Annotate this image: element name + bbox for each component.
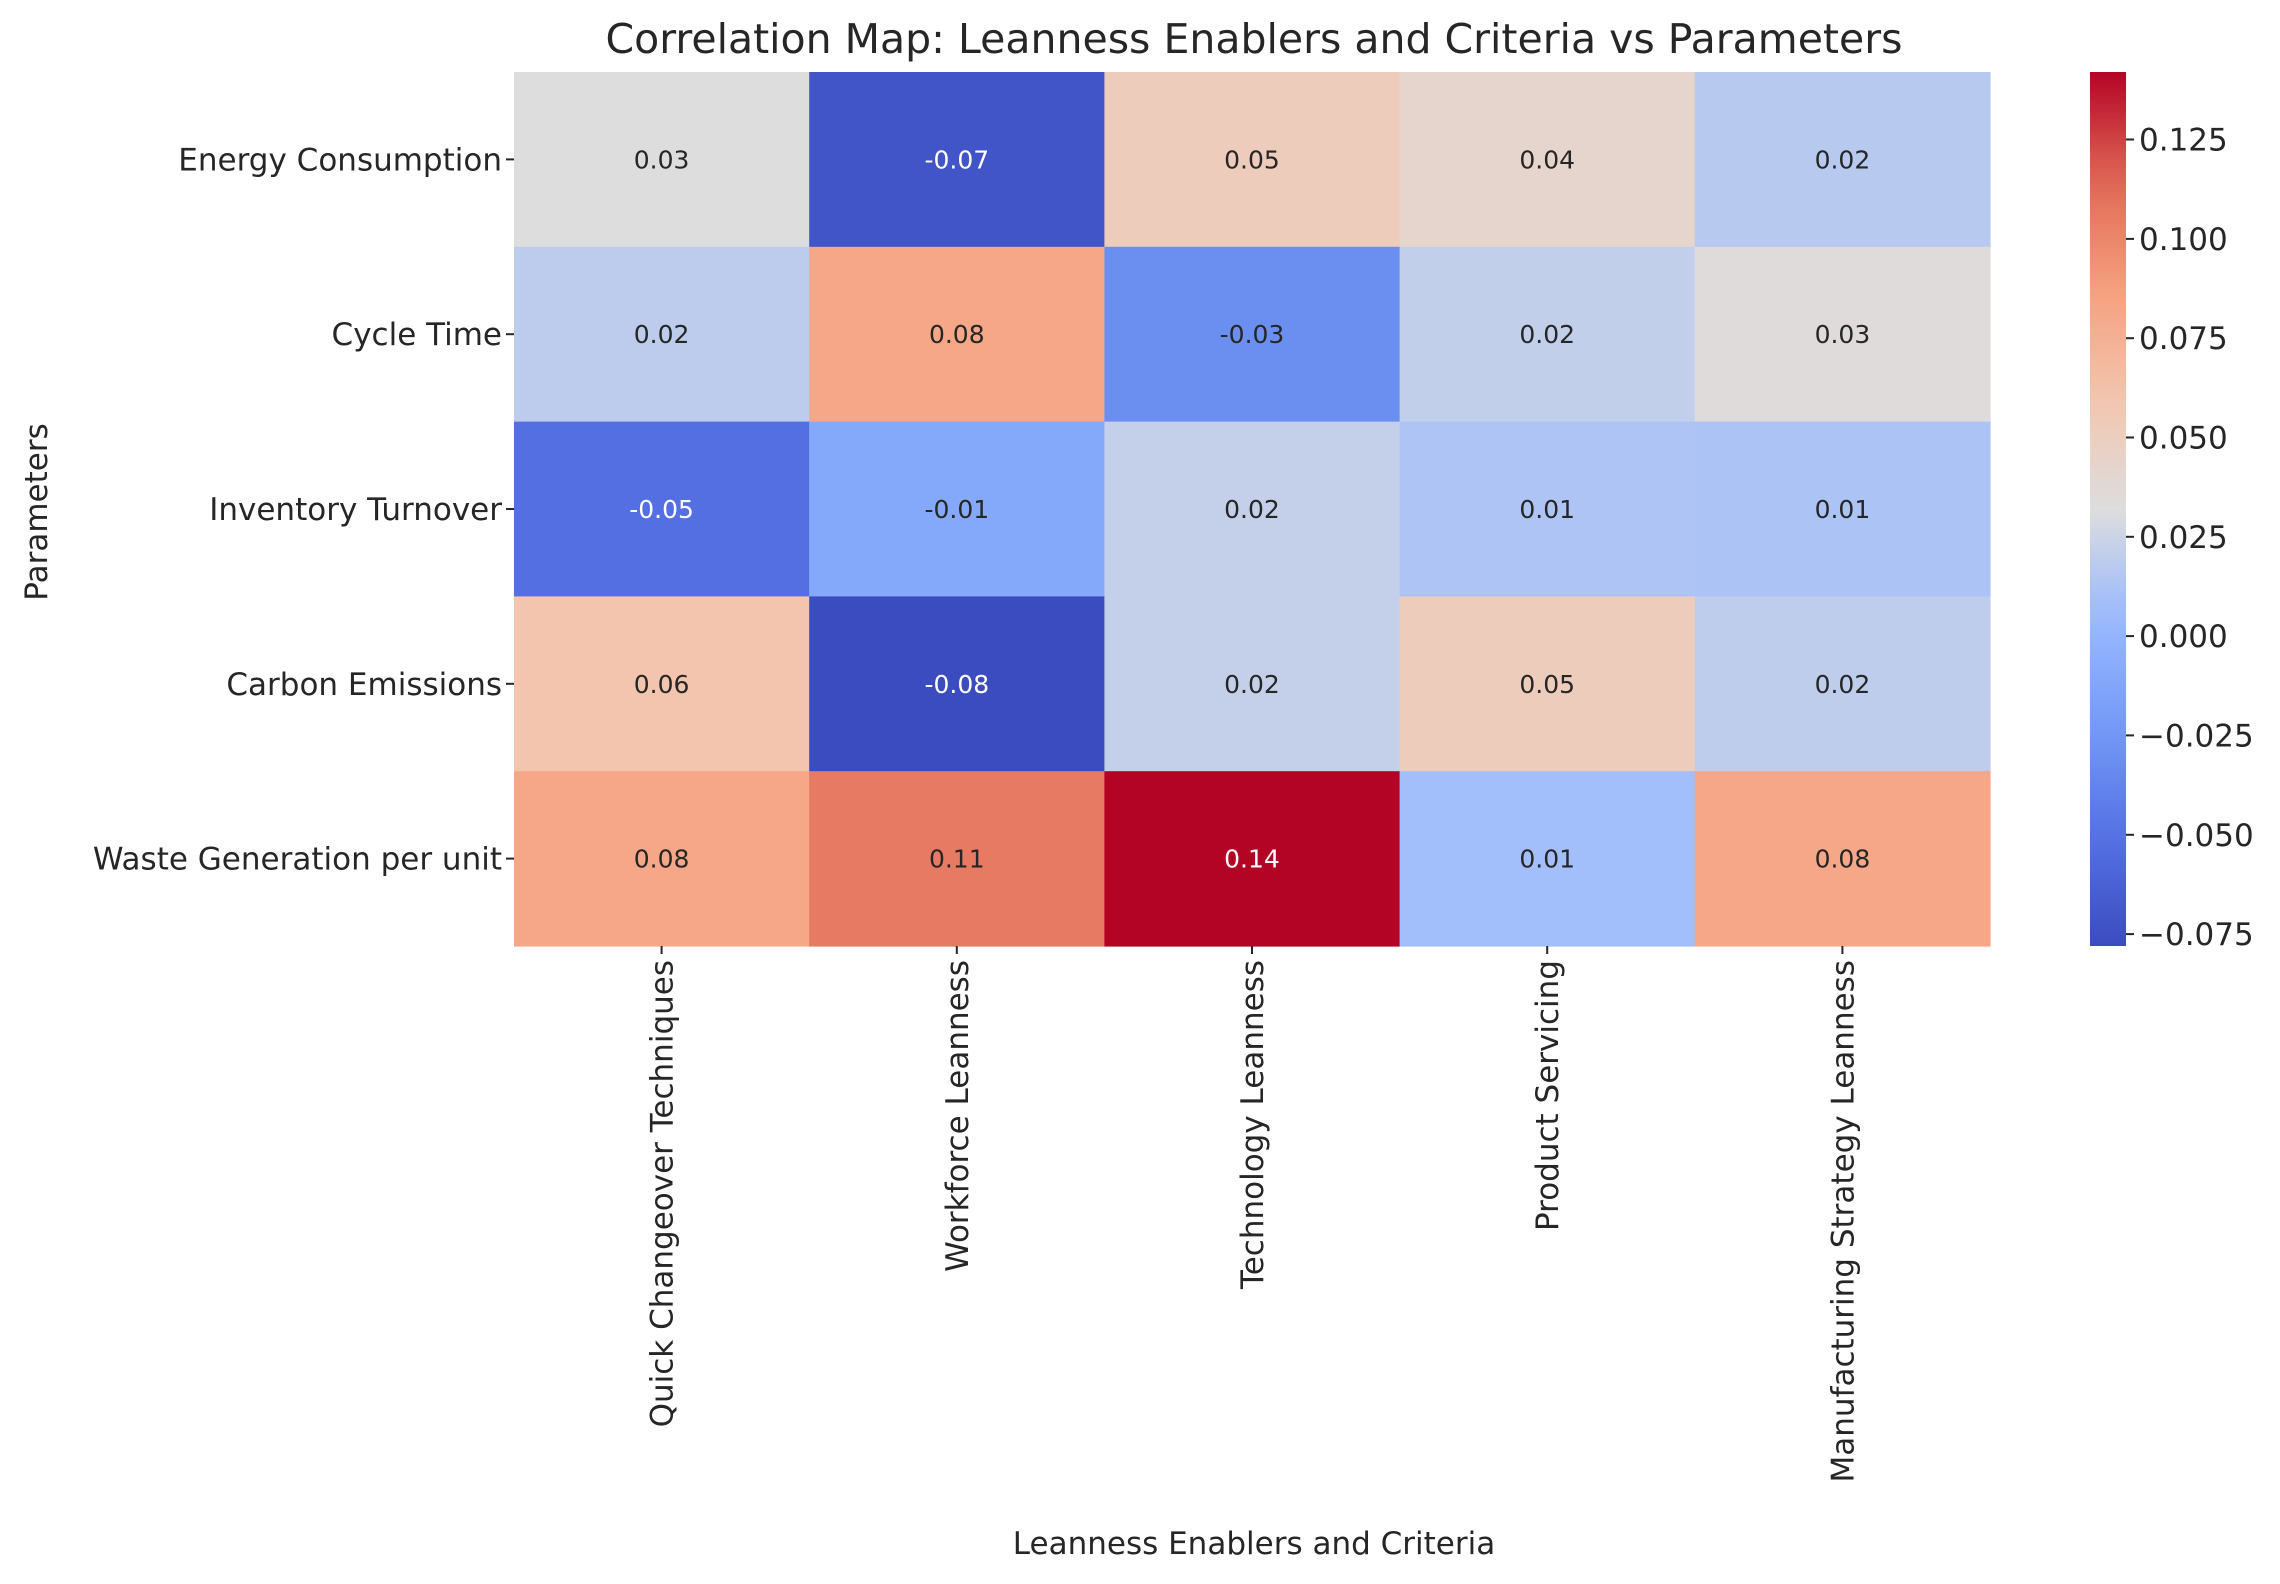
heatmap-cell <box>1104 771 1401 947</box>
heatmap-cell <box>1104 246 1401 423</box>
heatmap-cell <box>1694 771 1991 947</box>
heatmap-cell-label: 0.05 <box>1224 145 1280 174</box>
heatmap-cell-label: 0.05 <box>1519 670 1575 699</box>
heatmap-cell-label: 0.08 <box>634 845 690 874</box>
heatmap-cell-label: 0.02 <box>1224 670 1280 699</box>
heatmap-cell-label: 0.02 <box>1815 145 1871 174</box>
heatmap-cell <box>809 421 1105 597</box>
heatmap-cell-label: 0.08 <box>929 320 985 349</box>
colorbar-tick-label: 0.050 <box>2139 421 2228 457</box>
x-tick-labels: Quick Changeover Techniques Workforce Lea… <box>645 946 1861 1482</box>
heatmap-cell-label: 0.14 <box>1224 845 1280 874</box>
y-tick-label: Waste Generation per unit <box>93 842 502 878</box>
heatmap-cell-label: -0.03 <box>1220 320 1285 349</box>
heatmap-cell <box>1399 72 1696 248</box>
heatmap-cell-label: 0.01 <box>1519 495 1575 524</box>
heatmap-cell <box>1694 246 1991 423</box>
x-tick-label: Quick Changeover Techniques <box>645 960 681 1427</box>
heatmap-cell <box>809 72 1105 248</box>
heatmap-cell-label: 0.11 <box>929 845 985 874</box>
heatmap-cell-label: 0.03 <box>1815 320 1871 349</box>
y-tick-label: Carbon Emissions <box>226 667 502 703</box>
heatmap-cell <box>1399 246 1696 423</box>
colorbar <box>2090 72 2126 946</box>
y-tick-label: Inventory Turnover <box>209 492 502 528</box>
heatmap-cell <box>514 771 810 947</box>
heatmap-cell-labels: 0.03 -0.07 0.05 0.04 0.02 0.02 0.08 -0.03 0.02 0.… <box>629 145 1870 873</box>
colorbar-tick-label: 0.025 <box>2139 520 2228 556</box>
colorbar-tick-label: 0.000 <box>2139 619 2228 655</box>
heatmap-cell <box>1104 421 1401 597</box>
heatmap-cell <box>1694 72 1991 248</box>
heatmap-cell <box>514 246 810 423</box>
heatmap-cells <box>514 72 1991 947</box>
x-tick-label: Workforce Leanness <box>940 960 976 1272</box>
heatmap-cell-label: -0.05 <box>629 495 694 524</box>
heatmap-cell-label: 0.06 <box>634 670 690 699</box>
heatmap-cell-label: 0.04 <box>1519 145 1575 174</box>
heatmap-cell <box>1399 421 1696 597</box>
colorbar-ticks: −0.075 −0.050 −0.025 0.000 0.025 0.050 0.075 0.… <box>2126 123 2254 953</box>
heatmap-cell-label: 0.02 <box>1519 320 1575 349</box>
x-tick-label: Technology Leanness <box>1235 960 1271 1290</box>
heatmap-cell-label: 0.02 <box>1224 495 1280 524</box>
y-tick-label: Energy Consumption <box>178 142 502 178</box>
colorbar-tick-label: −0.050 <box>2139 818 2254 854</box>
y-tick-label: Cycle Time <box>332 317 502 353</box>
colorbar-tick-label: 0.125 <box>2139 123 2228 159</box>
heatmap-cell-label: 0.02 <box>634 320 690 349</box>
heatmap-cell-label: 0.01 <box>1519 845 1575 874</box>
heatmap-cell-label: -0.07 <box>924 145 989 174</box>
x-tick-label: Product Servicing <box>1530 960 1566 1231</box>
heatmap-cell-label: -0.01 <box>924 495 989 524</box>
heatmap-cell <box>809 246 1105 423</box>
colorbar-tick-label: −0.025 <box>2139 718 2254 754</box>
x-axis-label: Leanness Enablers and Criteria <box>1013 1526 1495 1562</box>
heatmap-cell <box>1694 421 1991 597</box>
heatmap-cell <box>1399 596 1696 772</box>
colorbar-tick-label: 0.075 <box>2139 321 2228 357</box>
heatmap-cell <box>809 596 1105 772</box>
colorbar-tick-label: −0.075 <box>2139 917 2254 953</box>
heatmap-cell-label: 0.02 <box>1815 670 1871 699</box>
heatmap-cell <box>514 596 810 772</box>
heatmap-cell <box>514 72 810 248</box>
y-axis-label: Parameters <box>19 423 55 600</box>
chart-title: Correlation Map: Leanness Enablers and C… <box>606 15 1903 63</box>
heatmap-cell-label: 0.08 <box>1815 845 1871 874</box>
colorbar-tick-label: 0.100 <box>2139 222 2228 258</box>
heatmap-cell-label: 0.03 <box>634 145 690 174</box>
heatmap-cell <box>1104 72 1401 248</box>
heatmap-cell <box>1104 596 1401 772</box>
heatmap-cell-label: -0.08 <box>924 670 989 699</box>
x-tick-label: Manufacturing Strategy Leanness <box>1825 960 1861 1482</box>
heatmap-cell <box>514 421 810 597</box>
heatmap-cell-label: 0.01 <box>1815 495 1871 524</box>
y-tick-labels: Energy Consumption Cycle Time Inventory Tu… <box>93 142 514 878</box>
heatmap-cell <box>1399 771 1696 947</box>
heatmap-cell <box>1694 596 1991 772</box>
heatmap-cell <box>809 771 1105 947</box>
